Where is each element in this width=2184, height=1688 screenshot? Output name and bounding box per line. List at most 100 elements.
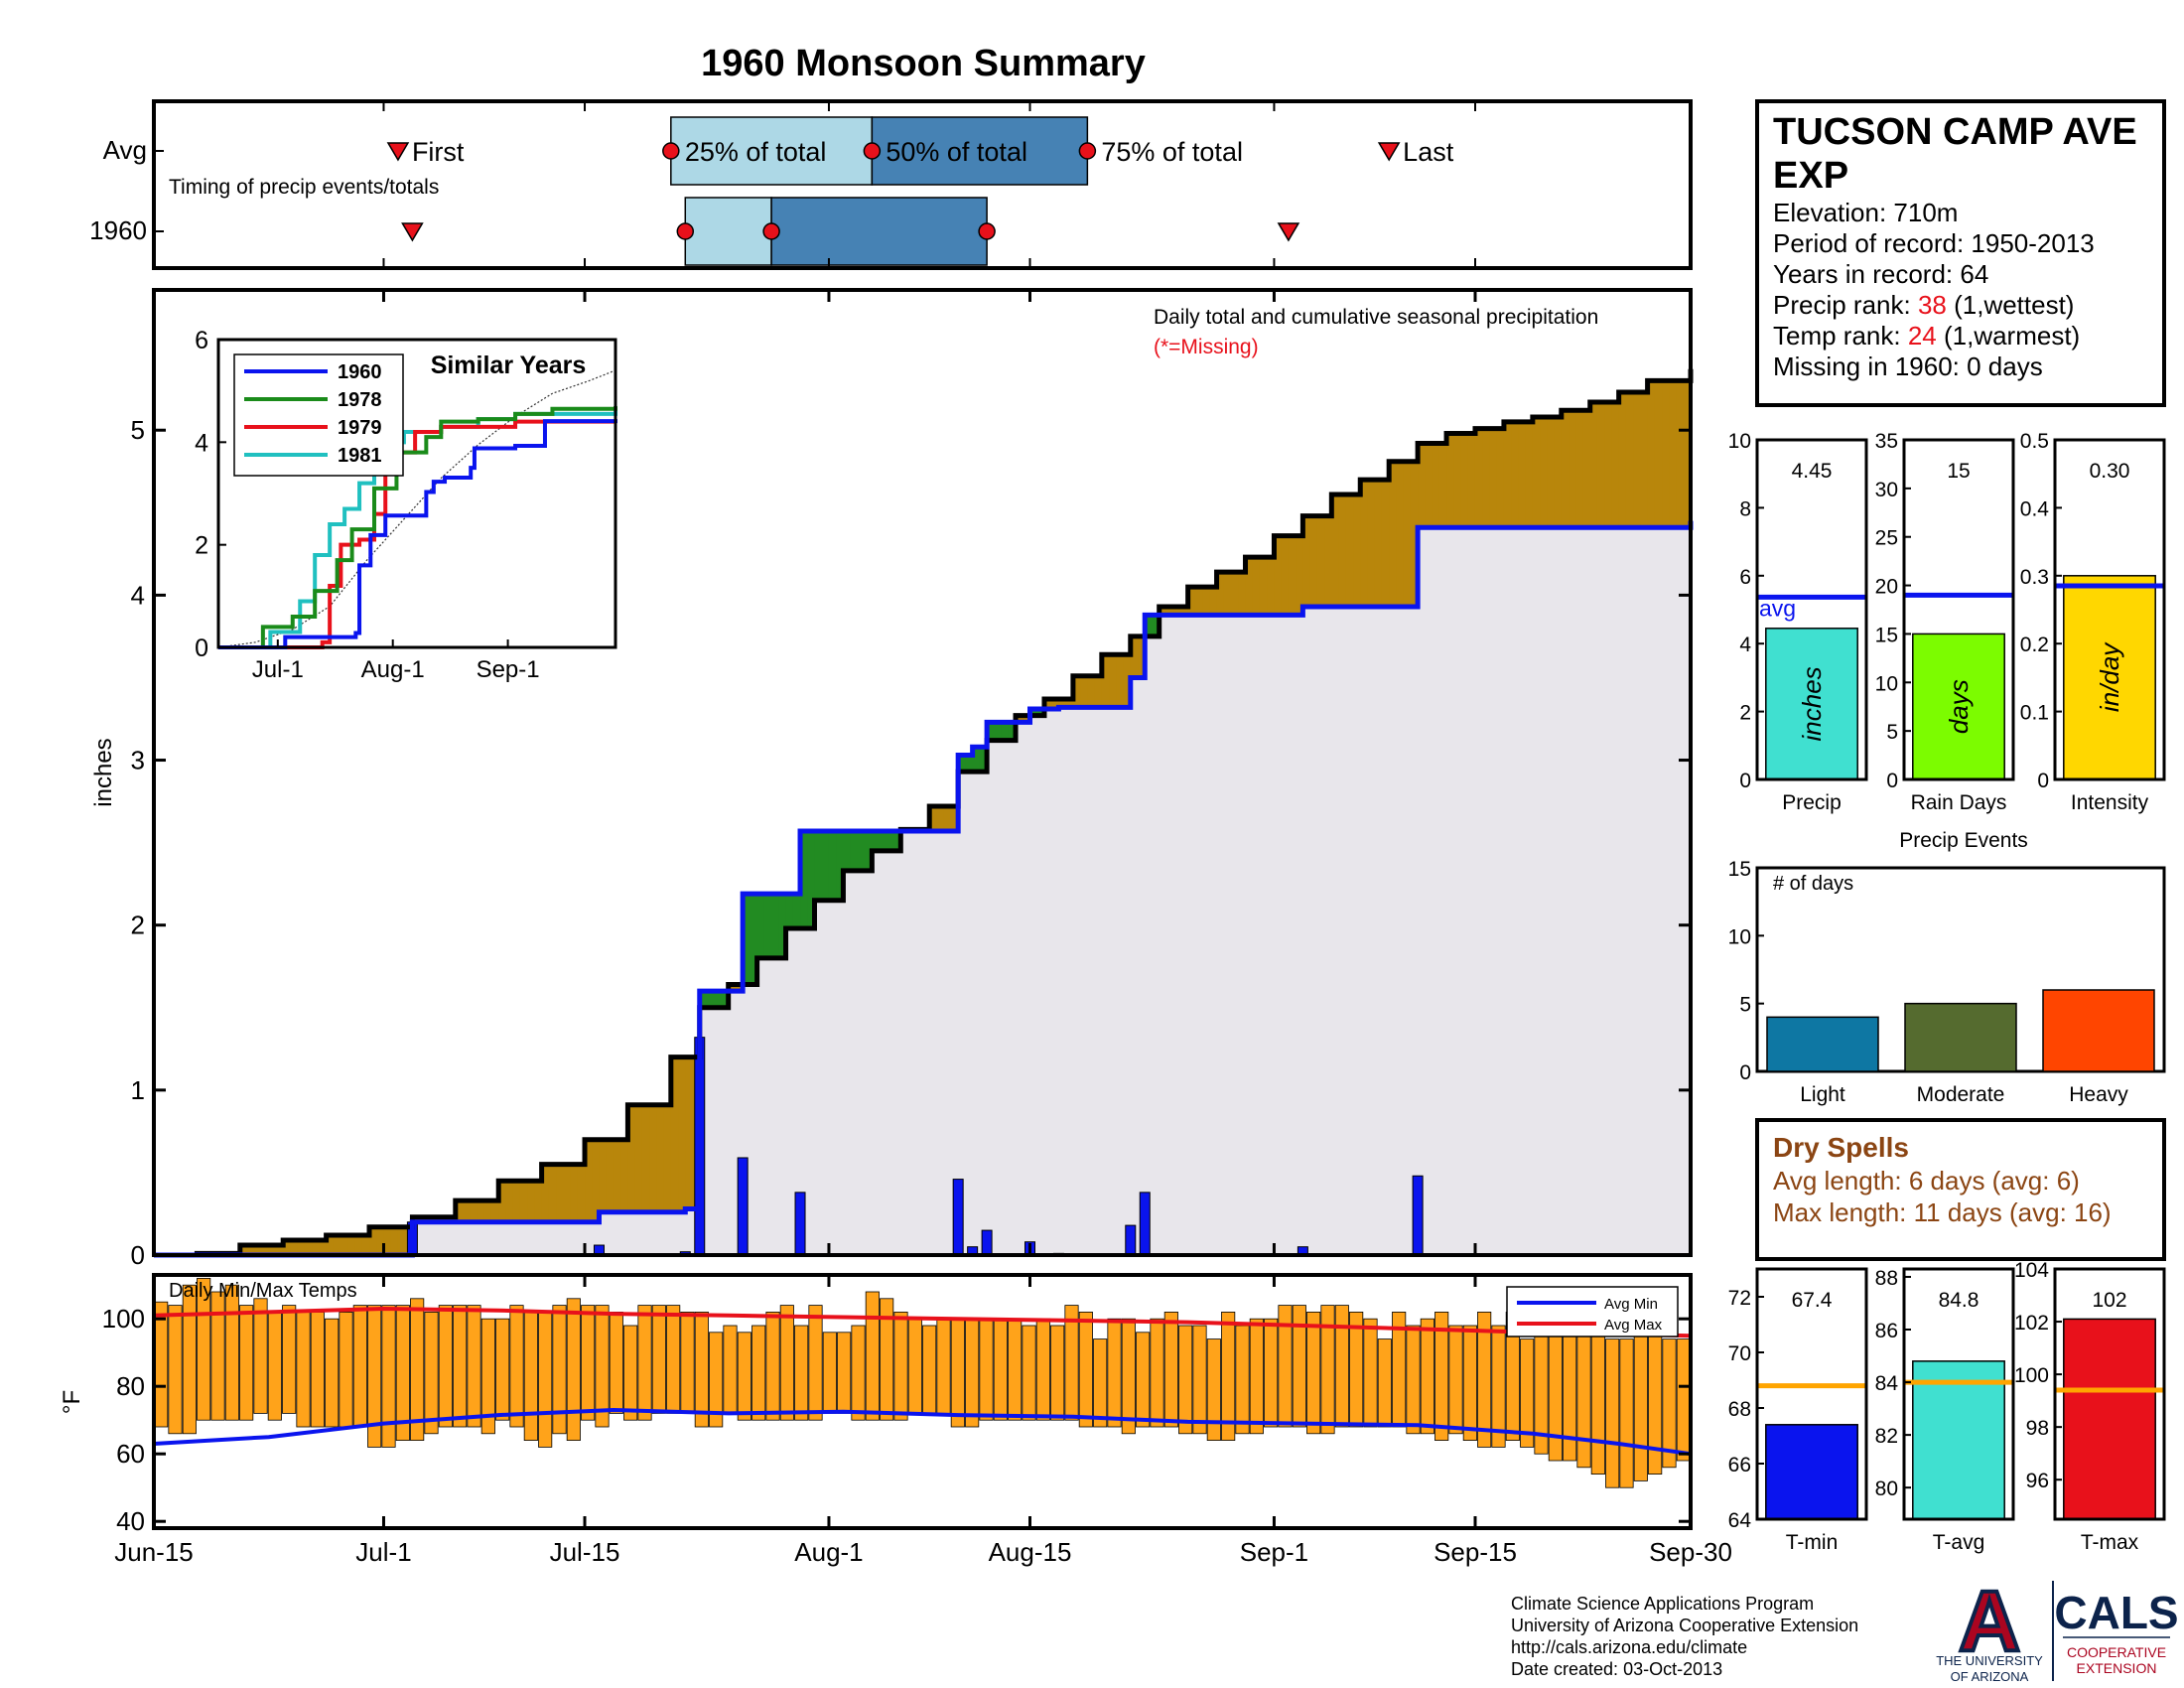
- daily-temp-bar: [637, 1305, 652, 1421]
- daily-temp-bar: [325, 1318, 340, 1428]
- avg-excess-segment: [1611, 401, 1620, 528]
- daily-temp-bar: [239, 1305, 254, 1421]
- avg-excess-segment: [383, 1226, 392, 1255]
- avg-excess-segment: [634, 1104, 643, 1212]
- tmax-panel: 96 98 100 102 104 102 T-max: [2014, 1259, 2166, 1554]
- year-p50-marker: [762, 222, 780, 240]
- daily-temp-bar: [922, 1325, 937, 1414]
- daily-temp-bar: [339, 1312, 353, 1428]
- avg-excess-segment: [534, 1181, 543, 1222]
- daily-temp-bar: [1078, 1312, 1093, 1428]
- daily-temp-bar: [1491, 1325, 1506, 1448]
- daily-temp-bar: [1462, 1325, 1477, 1441]
- year-excess-segment: [972, 747, 981, 773]
- footer-credits: Climate Science Applications Program Uni…: [1511, 1594, 1858, 1679]
- avg-excess-segment: [1267, 557, 1276, 616]
- station-years: Years in record: 64: [1773, 259, 1988, 289]
- event-y-tick-label: 15: [1728, 858, 1751, 881]
- daily-precip-bar: [952, 1179, 964, 1256]
- avg-excess-segment: [1245, 557, 1254, 616]
- avg-excess-segment: [239, 1245, 248, 1255]
- daily-temp-bar: [1249, 1318, 1264, 1435]
- tmax-label: T-max: [2081, 1531, 2139, 1554]
- daily-temp-bar: [723, 1325, 738, 1414]
- avg-excess-segment: [1087, 675, 1096, 708]
- inset-legend-label: 1979: [338, 417, 382, 439]
- daily-temp-bar: [1605, 1338, 1620, 1488]
- avg-excess-segment: [1425, 443, 1433, 528]
- avg-excess-segment: [490, 1200, 499, 1222]
- avg-excess-segment: [685, 1056, 694, 1209]
- tmin-frame: [1755, 1267, 1868, 1521]
- avg-excess-segment: [1374, 480, 1383, 608]
- avg-excess-segment: [1016, 715, 1024, 723]
- daily-temp-bar: [210, 1291, 225, 1421]
- temps-chart: 40 60 80 100 Jun-15 Jul-1 Jul-15 Aug-1 Aug-15 Se…: [59, 1273, 1732, 1567]
- daily-temp-bar: [751, 1325, 766, 1421]
- avg-excess-segment: [1353, 494, 1361, 608]
- main-y-tick-label: 0: [131, 1240, 145, 1270]
- year-excess-segment: [750, 894, 758, 985]
- main-y-tick-label: 5: [131, 415, 145, 445]
- daily-temp-bar: [936, 1318, 951, 1414]
- year-excess-segment: [706, 991, 715, 1008]
- year-excess-segment: [800, 830, 808, 929]
- dry-spells-panel: Dry Spells Avg length: 6 days (avg: 6) M…: [1755, 1118, 2166, 1261]
- avg-excess-segment: [929, 806, 938, 831]
- avg-last-marker: [1377, 142, 1401, 162]
- avg-excess-segment: [1633, 392, 1641, 528]
- daily-temp-bar: [1221, 1312, 1236, 1442]
- daily-temp-bar: [581, 1305, 596, 1421]
- daily-temp-bar: [410, 1298, 425, 1442]
- rain-days-y-tick-label: 20: [1875, 576, 1898, 599]
- avg-excess-segment: [570, 1164, 579, 1222]
- avg-excess-segment: [1231, 572, 1239, 616]
- temps-y-ticks: 40 60 80 100: [102, 1304, 1691, 1536]
- avg-excess-segment: [1281, 535, 1290, 616]
- year-excess-segment: [836, 830, 845, 901]
- year-excess-segment: [792, 894, 801, 929]
- daily-temp-bar: [253, 1298, 268, 1414]
- daily-temp-bar: [1008, 1318, 1023, 1421]
- year-excess-segment: [771, 894, 779, 958]
- footer-line3: http://cals.arizona.edu/climate: [1511, 1637, 1747, 1657]
- avg-excess-segment: [592, 1139, 601, 1222]
- avg-excess-segment: [1159, 607, 1167, 616]
- daily-temp-bar: [1050, 1325, 1065, 1421]
- ua-logo-line1: THE UNIVERSITY: [1936, 1653, 2043, 1668]
- daily-temp-bar: [352, 1305, 367, 1428]
- daily-temp-bar: [1306, 1312, 1321, 1435]
- year-box-50: [770, 197, 988, 266]
- daily-temp-bar: [538, 1312, 553, 1448]
- timing-panel: Avg 1960 Timing of precip events/totals …: [89, 99, 1693, 270]
- daily-temp-bar: [808, 1305, 823, 1421]
- avg-excess-segment: [1080, 675, 1088, 708]
- avg-excess-segment: [1403, 461, 1412, 608]
- year-p25-marker: [676, 222, 695, 240]
- precip-rank-note: (1,wettest): [1947, 290, 2075, 320]
- avg-excess-segment: [670, 1056, 679, 1212]
- daily-precip-bar: [1125, 1224, 1137, 1256]
- daily-temp-bar: [438, 1305, 453, 1428]
- rain-days-y-tick-label: 15: [1875, 624, 1898, 646]
- avg-excess-segment: [735, 984, 744, 992]
- avg-excess-segment: [319, 1240, 328, 1255]
- daily-precip-bar: [981, 1229, 993, 1256]
- inset-legend-items: 1960 1978 1979 1981: [244, 361, 382, 467]
- daily-precip-bar: [794, 1192, 806, 1256]
- daily-temp-bar: [509, 1305, 524, 1428]
- daily-temp-bar: [1150, 1318, 1164, 1428]
- timing-caption: Timing of precip events/totals: [169, 176, 439, 199]
- year-excess-segment: [785, 894, 794, 929]
- precip-main-chart: 0 1 2 3 4 5 Daily total and cumulative season…: [90, 288, 1694, 1270]
- daily-temp-bar: [1590, 1332, 1605, 1476]
- year-excess-segment: [807, 830, 816, 929]
- university-of-arizona-logo: A THE UNIVERSITY OF ARIZONA: [1936, 1572, 2043, 1684]
- p25-label: 25% of total: [685, 137, 827, 167]
- avg-excess-segment: [1511, 421, 1519, 528]
- inset-lines: [217, 369, 617, 649]
- tmax-y-tick-label: 104: [2014, 1259, 2049, 1282]
- daily-temp-bar: [765, 1312, 780, 1421]
- avg-excess-segment: [498, 1181, 507, 1222]
